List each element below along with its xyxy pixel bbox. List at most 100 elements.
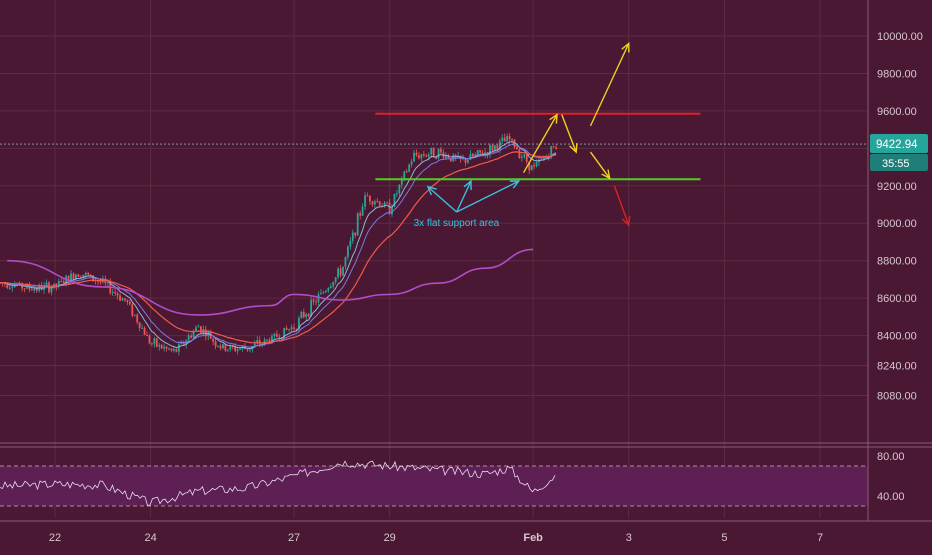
time-tick-label: 24 xyxy=(145,532,157,544)
candle-body xyxy=(302,311,305,318)
candle-body xyxy=(476,150,479,155)
candle-body xyxy=(13,285,16,288)
candle-body xyxy=(124,298,126,301)
candle-body xyxy=(440,148,442,153)
candle-body xyxy=(503,137,506,142)
candle-body xyxy=(356,213,359,236)
candle-body xyxy=(288,329,290,331)
candle-body xyxy=(57,281,60,287)
candle-body xyxy=(246,348,249,351)
candle-body xyxy=(70,273,72,282)
candle-body xyxy=(62,281,65,284)
candle-body xyxy=(373,201,376,205)
candle-body xyxy=(195,327,197,332)
candle-body xyxy=(467,159,469,163)
candle-body xyxy=(99,281,102,283)
candle-body xyxy=(383,202,386,207)
rsi-tick-label: 80.00 xyxy=(877,451,905,463)
candle-body xyxy=(234,346,237,352)
candle-body xyxy=(214,341,217,347)
ema-fast-line xyxy=(0,141,557,349)
candle-body xyxy=(369,195,371,202)
candle-body xyxy=(153,338,156,344)
candle-body xyxy=(518,149,521,158)
candle-body xyxy=(445,155,447,158)
candle-body xyxy=(266,339,268,341)
candle-body xyxy=(190,335,192,338)
candle-body xyxy=(146,335,148,337)
candle-body xyxy=(175,349,178,352)
support-pointer-arrow xyxy=(455,180,472,213)
time-tick-label: 22 xyxy=(49,532,61,544)
candle-body xyxy=(552,146,555,148)
candle-body xyxy=(300,311,303,319)
time-tick-label: 27 xyxy=(288,532,300,544)
support-pointer-arrow-head xyxy=(426,185,437,196)
candle-body xyxy=(391,206,393,215)
candle-body xyxy=(354,232,357,236)
candle-body xyxy=(148,335,151,344)
candle-body xyxy=(119,295,121,301)
candle-body xyxy=(339,268,342,276)
support-pointer-arrow-head xyxy=(463,179,472,191)
candle-body xyxy=(155,338,158,347)
candle-body xyxy=(285,327,288,330)
scenario-arrow-head xyxy=(621,216,631,227)
candle-body xyxy=(393,194,396,207)
candle-body xyxy=(315,301,317,303)
candle-body xyxy=(359,213,362,216)
price-tick-label: 8080.00 xyxy=(877,391,917,403)
candle-body xyxy=(484,152,486,155)
candle-body xyxy=(151,343,153,345)
price-tick-label: 9600.00 xyxy=(877,106,917,118)
candle-body xyxy=(50,287,53,293)
ma-long-line xyxy=(7,248,534,316)
candle-body xyxy=(511,139,513,141)
candle-body xyxy=(405,171,408,173)
candle-body xyxy=(224,344,227,351)
candle-body xyxy=(239,348,241,350)
candle-body xyxy=(89,274,92,276)
candle-body xyxy=(310,299,313,317)
candle-body xyxy=(23,288,26,290)
candle-body xyxy=(261,343,264,345)
candle-body xyxy=(114,292,117,294)
candle-body xyxy=(131,304,134,316)
candle-body xyxy=(342,266,344,276)
candle-body xyxy=(136,314,139,323)
candle-body xyxy=(344,257,347,267)
candle-body xyxy=(361,206,364,216)
candle-body xyxy=(177,344,180,352)
scenario-arrow xyxy=(589,43,630,127)
candle-body xyxy=(138,322,141,328)
candle-body xyxy=(197,326,200,328)
candle-body xyxy=(437,148,440,159)
candle-body xyxy=(6,284,9,289)
candle-body xyxy=(400,178,403,185)
candle-body xyxy=(204,329,207,337)
candle-body xyxy=(11,287,14,289)
candle-body xyxy=(160,345,163,349)
candle-body xyxy=(322,292,325,294)
candle-body xyxy=(207,332,210,337)
candle-body xyxy=(555,147,558,149)
candle-body xyxy=(481,152,484,155)
candle-body xyxy=(327,288,330,291)
candle-body xyxy=(219,345,222,349)
candle-body xyxy=(349,240,352,247)
candle-body xyxy=(535,162,538,167)
candle-body xyxy=(324,290,327,293)
candle-body xyxy=(366,195,369,197)
countdown-badge xyxy=(870,154,928,172)
candle-body xyxy=(498,141,501,150)
scenario-arrow-head xyxy=(569,143,578,154)
candle-body xyxy=(486,152,489,155)
candle-body xyxy=(516,147,518,150)
rsi-line xyxy=(0,460,556,506)
price-tick-label: 10000.00 xyxy=(877,31,923,43)
candle-body xyxy=(491,145,494,151)
candle-body xyxy=(116,293,119,296)
candle-body xyxy=(192,331,195,338)
candle-body xyxy=(418,155,420,159)
